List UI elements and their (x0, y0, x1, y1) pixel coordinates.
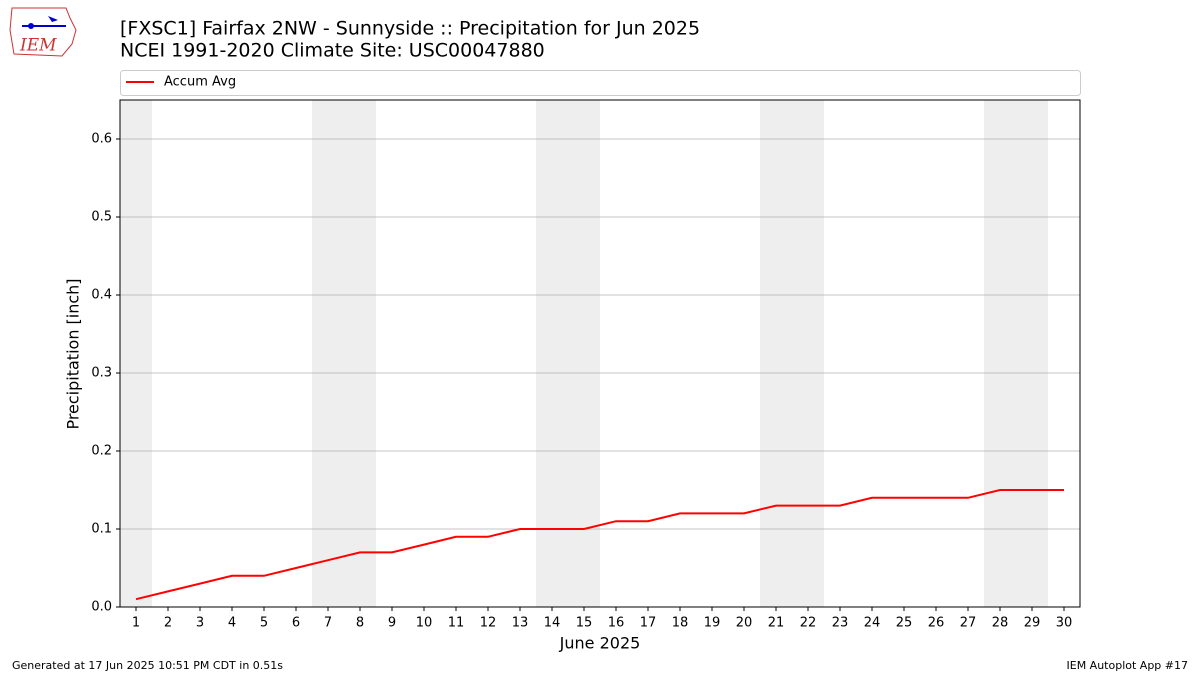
x-tick-label: 19 (704, 616, 721, 631)
x-tick-label: 26 (928, 616, 945, 631)
x-tick-label: 13 (512, 616, 529, 631)
x-axis-label: June 2025 (559, 634, 641, 653)
weekend-shade (536, 100, 600, 607)
legend-label: Accum Avg (164, 75, 236, 90)
y-tick-label: 0.1 (91, 522, 112, 537)
logo-text: IEM (19, 36, 57, 56)
y-tick-label: 0.4 (91, 288, 112, 303)
weekend-shade (120, 100, 152, 607)
plot-frame (119, 99, 1081, 608)
footer-left: Generated at 17 Jun 2025 10:51 PM CDT in… (12, 659, 283, 672)
footer-right: IEM Autoplot App #17 (1067, 659, 1189, 672)
x-tick-label: 16 (608, 616, 625, 631)
weekend-shade (760, 100, 824, 607)
chart-title: [FXSC1] Fairfax 2NW - Sunnyside :: Preci… (120, 18, 700, 40)
legend-box (120, 70, 1081, 96)
y-tick-label: 0.0 (91, 600, 112, 615)
x-tick-label: 22 (800, 616, 817, 631)
x-tick-label: 3 (196, 616, 204, 631)
x-tick-label: 10 (416, 616, 433, 631)
x-tick-label: 11 (448, 616, 465, 631)
x-tick-label: 2 (164, 616, 172, 631)
y-axis-label: Precipitation [inch] (64, 278, 83, 429)
y-tick-label: 0.3 (91, 366, 112, 381)
weekend-shade (312, 100, 376, 607)
weekend-shade (984, 100, 1048, 607)
x-tick-label: 20 (736, 616, 753, 631)
x-tick-label: 21 (768, 616, 785, 631)
x-tick-label: 14 (544, 616, 561, 631)
x-tick-label: 27 (960, 616, 977, 631)
chart-subtitle: NCEI 1991-2020 Climate Site: USC00047880 (120, 40, 545, 62)
data-line (135, 489, 1064, 601)
x-tick-label: 6 (292, 616, 300, 631)
x-tick-label: 28 (992, 616, 1009, 631)
x-tick-label: 17 (640, 616, 657, 631)
x-tick-label: 1 (132, 616, 140, 631)
y-tick-label: 0.5 (91, 210, 112, 225)
x-tick-label: 23 (832, 616, 849, 631)
logo: IEM (9, 7, 77, 57)
x-tick-label: 15 (576, 616, 593, 631)
x-tick-label: 8 (356, 616, 364, 631)
x-tick-label: 18 (672, 616, 689, 631)
x-tick-label: 29 (1024, 616, 1041, 631)
x-tick-label: 4 (228, 616, 236, 631)
x-tick-label: 30 (1056, 616, 1073, 631)
x-tick-label: 9 (388, 616, 396, 631)
y-tick-label: 0.6 (91, 132, 112, 147)
y-tick-label: 0.2 (91, 444, 112, 459)
x-tick-label: 12 (480, 616, 497, 631)
x-tick-label: 7 (324, 616, 332, 631)
x-tick-label: 25 (896, 616, 913, 631)
x-tick-label: 24 (864, 616, 881, 631)
x-tick-label: 5 (260, 616, 268, 631)
